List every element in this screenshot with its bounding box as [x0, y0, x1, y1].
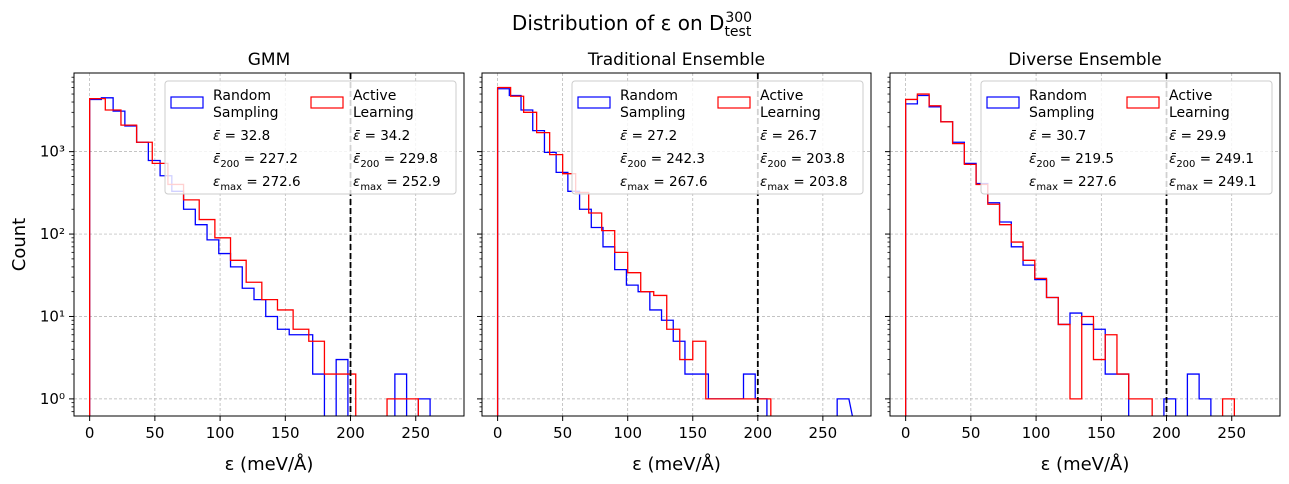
panel-title: GMM [248, 50, 291, 70]
x-tick-label: 50 [145, 424, 164, 442]
axes-frame [481, 72, 872, 417]
x-tick-label: 50 [553, 424, 572, 442]
panels: 0 50 100 150 200 250 10⁰ 10¹ 10² 10³ GMM ε (meV/Å) C… [9, 50, 1281, 475]
legend-label-line1: Random [213, 88, 271, 104]
x-tick-label: 0 [85, 424, 95, 442]
panel-title: Diverse Ensemble [1008, 50, 1161, 70]
legend-swatch-active-learning [717, 96, 751, 109]
stat-mean200: ε̄200 = 203.8 [760, 151, 845, 170]
x-tick-label: 150 [1087, 424, 1116, 442]
stat-mean: ε̄ = 27.2 [620, 128, 677, 144]
legend-swatch-active-learning [1126, 96, 1160, 109]
x-tick-label: 100 [613, 424, 642, 442]
panel-2: 0 50 100 150 200 250 Traditional Ensemble ε (me… [477, 50, 872, 475]
legend-swatch-random-sampling [170, 96, 204, 109]
stat-max: εmax = 252.9 [353, 174, 441, 193]
axes-frame [73, 72, 465, 417]
panel-title: Traditional Ensemble [587, 50, 765, 70]
legend-label-line1: Active [1169, 88, 1212, 104]
x-tick-label: 100 [206, 424, 235, 442]
histogram-random-sampling [496, 88, 854, 416]
legend-label-line1: Active [760, 88, 803, 104]
stat-mean200: ε̄200 = 219.5 [1029, 151, 1114, 170]
x-tick-label: 200 [336, 424, 365, 442]
legend-box [571, 80, 864, 195]
legend-label-line1: Random [620, 88, 678, 104]
x-tick-label: 150 [678, 424, 707, 442]
x-tick-label: 100 [1022, 424, 1051, 442]
y-axis-label: Count [9, 218, 30, 271]
stat-mean200: ε̄200 = 229.8 [353, 151, 438, 170]
legend-label-line2: Learning [760, 105, 821, 121]
histogram-active-learning [89, 97, 419, 416]
y-tick-label: 10² [40, 225, 65, 243]
x-tick-label: 250 [809, 424, 838, 442]
legend-label-line2: Learning [353, 105, 414, 121]
stat-max: εmax = 272.6 [213, 174, 301, 193]
legend-swatch-random-sampling [986, 96, 1020, 109]
figure-suptitle: Distribution of ε on Dtest300 [512, 10, 752, 40]
legend-label-line1: Random [1029, 88, 1087, 104]
x-tick-label: 250 [401, 424, 430, 442]
stat-mean200: ε̄200 = 249.1 [1169, 151, 1254, 170]
stat-max: εmax = 203.8 [760, 174, 848, 193]
legend-label-line2: Sampling [1029, 105, 1095, 121]
legend-swatch-active-learning [310, 96, 344, 109]
stat-mean200: ε̄200 = 227.2 [213, 151, 298, 170]
y-tick-label: 10¹ [40, 307, 65, 325]
legend-label-line2: Sampling [213, 105, 279, 121]
legend-swatch-random-sampling [577, 96, 611, 109]
stat-max: εmax = 267.6 [620, 174, 708, 193]
legend-label-line2: Sampling [620, 105, 686, 121]
x-axis-label: ε (meV/Å) [1041, 453, 1130, 475]
stat-mean200: ε̄200 = 242.3 [620, 151, 705, 170]
stat-mean: ε̄ = 26.7 [760, 128, 817, 144]
stat-max: εmax = 227.6 [1029, 174, 1117, 193]
suptitle-subscript: test [724, 24, 751, 40]
suptitle-main: Distribution of ε on D [512, 11, 725, 35]
histogram-active-learning [496, 86, 772, 416]
panel-1: 0 50 100 150 200 250 10⁰ 10¹ 10² 10³ GMM ε (meV/Å) C… [9, 50, 465, 475]
stat-mean: ε̄ = 30.7 [1029, 128, 1086, 144]
stat-mean: ε̄ = 32.8 [213, 128, 270, 144]
legend-box [164, 80, 457, 195]
x-tick-label: 0 [493, 424, 503, 442]
stat-mean: ε̄ = 34.2 [353, 128, 410, 144]
x-tick-label: 50 [961, 424, 980, 442]
x-tick-label: 0 [901, 424, 911, 442]
histogram-active-learning [905, 93, 1235, 416]
x-tick-label: 200 [743, 424, 772, 442]
x-tick-label: 200 [1152, 424, 1181, 442]
legend-label-line2: Learning [1169, 105, 1230, 121]
legend-box [980, 80, 1273, 195]
x-tick-label: 250 [1217, 424, 1246, 442]
suptitle-superscript: 300 [725, 10, 752, 26]
x-tick-label: 150 [271, 424, 300, 442]
y-tick-label: 10³ [40, 143, 65, 161]
x-axis-label: ε (meV/Å) [632, 453, 721, 475]
x-axis-label: ε (meV/Å) [225, 453, 314, 475]
y-tick-label: 10⁰ [40, 390, 65, 408]
stat-mean: ε̄ = 29.9 [1169, 128, 1226, 144]
panel-3: 0 50 100 150 200 250 Diverse Ensemble ε (meV/Å)… [885, 50, 1281, 475]
legend-label-line1: Active [353, 88, 396, 104]
stat-max: εmax = 249.1 [1169, 174, 1257, 193]
axes-frame [889, 72, 1281, 417]
